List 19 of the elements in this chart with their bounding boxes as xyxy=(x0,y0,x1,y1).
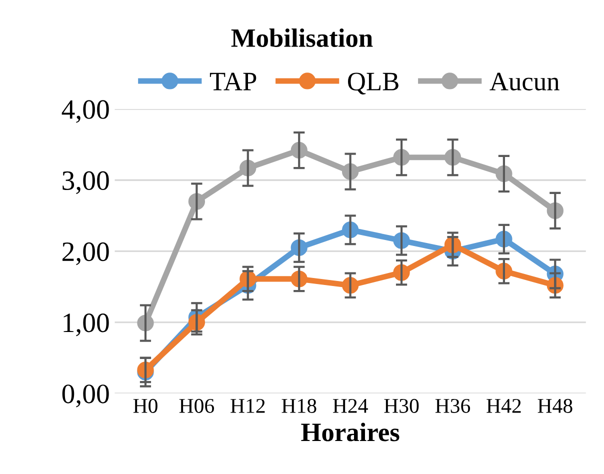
x-tick-label: H24 xyxy=(332,398,368,413)
x-tick-label: H0 xyxy=(133,398,158,413)
x-tick-label: H30 xyxy=(384,398,419,413)
legend-label: QLB xyxy=(348,72,398,94)
y-tick-label: 3,00 xyxy=(62,171,109,194)
x-axis-title: Horaires xyxy=(301,422,400,442)
y-tick-label: 1,00 xyxy=(64,313,109,336)
x-tick-label: H06 xyxy=(179,398,214,413)
x-tick-label: H42 xyxy=(486,398,521,413)
x-tick-label: H18 xyxy=(282,398,316,413)
chart-title: Mobilisation xyxy=(231,28,373,48)
y-tick-label: 2,00 xyxy=(62,242,109,266)
y-tick-label: 4,00 xyxy=(62,100,109,123)
y-tick-label: 0,00 xyxy=(62,384,109,408)
legend-label: TAP xyxy=(210,72,256,90)
legend-label: Aucun xyxy=(490,72,560,90)
x-tick-label: H36 xyxy=(435,398,470,413)
x-tick-label: H12 xyxy=(230,398,265,413)
x-tick-label: H48 xyxy=(538,398,572,413)
